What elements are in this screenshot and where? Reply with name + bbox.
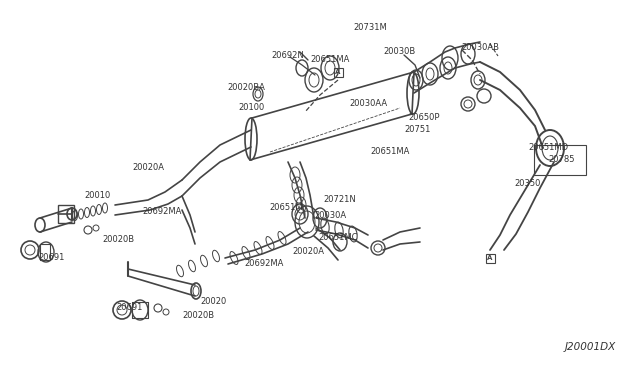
Text: 20692N: 20692N (271, 51, 305, 60)
Text: 20651MD: 20651MD (528, 144, 568, 153)
Text: 20010: 20010 (85, 190, 111, 199)
Text: 20651MA: 20651MA (371, 148, 410, 157)
Bar (58, 205, 74, 223)
Text: 20350: 20350 (515, 180, 541, 189)
Text: A: A (487, 255, 493, 261)
Text: 20030AB: 20030AB (461, 44, 499, 52)
Text: 20020A: 20020A (292, 247, 324, 257)
Text: 20751: 20751 (405, 125, 431, 135)
Text: 20651M: 20651M (269, 203, 303, 212)
Text: 20030AA: 20030AA (349, 99, 387, 108)
Bar (333, 67, 342, 77)
Text: 20692MA: 20692MA (244, 260, 284, 269)
Text: 20650P: 20650P (408, 113, 440, 122)
Text: 20651MA: 20651MA (310, 55, 349, 64)
Text: 20691: 20691 (39, 253, 65, 263)
Text: 20785: 20785 (548, 155, 575, 164)
Text: 20731M: 20731M (353, 23, 387, 32)
Text: 20100: 20100 (239, 103, 265, 112)
Bar (486, 253, 495, 263)
Text: 20692MA: 20692MA (142, 208, 182, 217)
Text: J20001DX: J20001DX (564, 342, 616, 352)
Text: 20020A: 20020A (132, 163, 164, 171)
Text: 20030B: 20030B (384, 48, 416, 57)
Text: 20020B: 20020B (182, 311, 214, 321)
Text: 20020: 20020 (201, 298, 227, 307)
Text: 20691: 20691 (117, 304, 143, 312)
Text: 20020BA: 20020BA (227, 83, 265, 93)
Text: 20030A: 20030A (314, 211, 346, 219)
Text: A: A (335, 69, 340, 75)
Text: 20721N: 20721N (324, 196, 356, 205)
Bar (534, 145, 586, 175)
Text: 20020B: 20020B (102, 235, 134, 244)
Text: 20651MC: 20651MC (318, 234, 358, 243)
